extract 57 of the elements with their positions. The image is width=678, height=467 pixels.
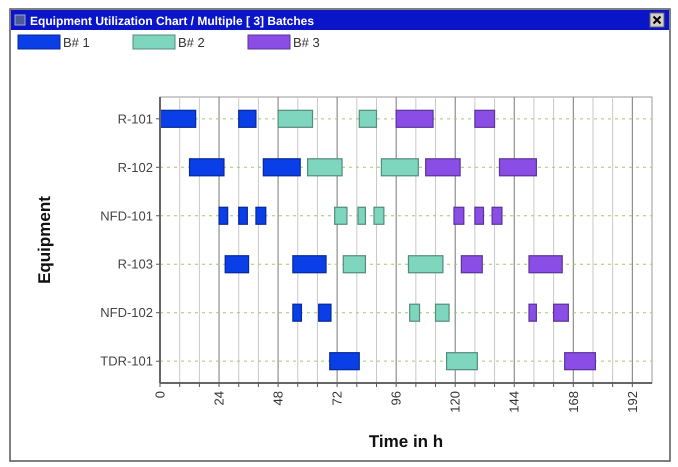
y-tick-label: R-102 xyxy=(118,160,153,175)
x-tick-label: 144 xyxy=(506,391,522,413)
x-tick-label: 120 xyxy=(448,391,463,413)
bar xyxy=(224,255,250,274)
x-tick-label: 168 xyxy=(566,391,581,413)
bar xyxy=(396,110,434,128)
x-tick-label: 0 xyxy=(152,391,168,398)
bar xyxy=(425,158,461,176)
y-tick-label: TDR-101 xyxy=(100,354,153,369)
bar xyxy=(334,206,348,225)
bar xyxy=(474,110,496,128)
bar xyxy=(474,206,484,225)
x-tick-label: 24 xyxy=(212,391,227,406)
bar xyxy=(528,304,537,322)
bar xyxy=(218,206,228,225)
bar xyxy=(446,352,478,370)
bar xyxy=(307,158,343,176)
bar xyxy=(292,304,302,322)
bar xyxy=(358,110,378,128)
bar xyxy=(329,352,360,370)
bar xyxy=(318,304,332,322)
y-tick-label: NFD-102 xyxy=(100,305,153,320)
bar xyxy=(238,110,257,128)
bar xyxy=(408,255,444,274)
y-tick-label: NFD-101 xyxy=(100,208,153,224)
y-axis-title: Equipment xyxy=(35,196,54,284)
bar xyxy=(238,206,248,225)
bar xyxy=(492,206,503,225)
x-tick-label: 96 xyxy=(388,391,404,406)
legend-label: B# 1 xyxy=(63,35,90,50)
bar xyxy=(277,110,314,128)
x-tick-label: 72 xyxy=(330,391,345,406)
bar xyxy=(453,206,464,225)
legend-label: B# 3 xyxy=(293,35,320,50)
bar xyxy=(292,255,327,274)
bar xyxy=(159,110,196,128)
bar xyxy=(188,158,225,176)
bar xyxy=(373,206,384,225)
bar xyxy=(498,158,537,176)
chart-title: Equipment Utilization Chart / Multiple [ 3] Batches xyxy=(30,14,314,28)
bar xyxy=(564,352,596,370)
x-axis-title: Time in h xyxy=(368,432,444,451)
bar xyxy=(262,158,301,176)
y-tick-label: R-101 xyxy=(118,111,153,126)
bar xyxy=(342,255,366,274)
bar xyxy=(460,255,483,274)
bar xyxy=(434,304,450,322)
x-tick-label: 192 xyxy=(624,391,640,413)
bar xyxy=(380,158,419,176)
bar xyxy=(553,304,569,322)
bar xyxy=(357,206,366,225)
bar xyxy=(255,206,266,225)
legend-label: B# 2 xyxy=(178,35,205,50)
y-tick-label: R-103 xyxy=(118,256,153,272)
bar xyxy=(528,255,563,274)
bar xyxy=(409,304,420,322)
x-tick-label: 48 xyxy=(270,391,286,406)
